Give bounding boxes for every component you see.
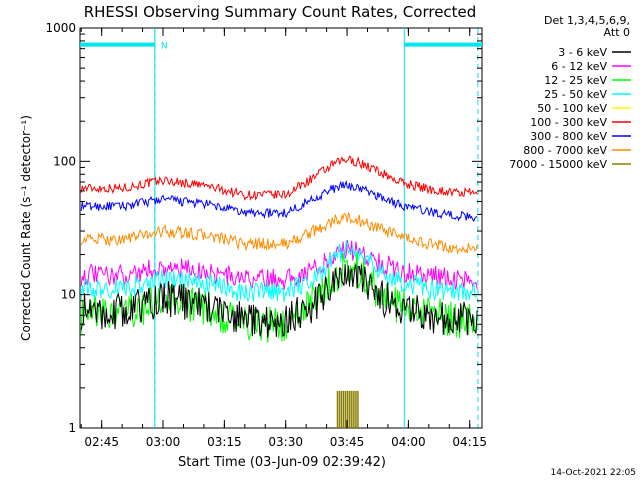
legend-label: 100 - 300 keV — [530, 116, 607, 129]
legend-label: 6 - 12 keV — [551, 60, 607, 73]
y-tick-label: 10 — [61, 288, 76, 302]
series-300-800-kev — [80, 179, 478, 223]
night-marker-label: N — [161, 42, 168, 52]
y-tick-label: 100 — [53, 154, 76, 168]
y-tick-label: 1000 — [45, 21, 76, 35]
y-axis-ticks: 1 10 100 1000 — [45, 21, 482, 435]
plot-frame — [79, 27, 483, 429]
x-tick-label: 04:00 — [391, 435, 426, 449]
series-12-25-kev — [80, 252, 478, 343]
legend-label: 12 - 25 keV — [544, 74, 607, 87]
series-lines — [80, 155, 478, 428]
y-tick-label: 1 — [68, 421, 76, 435]
x-axis-ticks: 02:45 03:00 03:15 03:30 03:45 04:00 04:15 — [80, 28, 487, 449]
legend-label: 3 - 6 keV — [558, 46, 607, 59]
x-tick-label: 04:15 — [452, 435, 487, 449]
legend-label: 800 - 7000 keV — [523, 144, 607, 157]
series-6-12-kev — [80, 239, 478, 291]
series-7000-15000-kev — [336, 390, 359, 428]
series-25-50-kev — [80, 240, 478, 302]
series-800-7000-kev — [80, 212, 478, 255]
x-tick-label: 03:30 — [268, 435, 303, 449]
x-axis-label: Start Time (03-Jun-09 02:39:42) — [178, 455, 386, 470]
legend-header: Att 0 — [604, 26, 630, 39]
legend-header: Det 1,3,4,5,6,9, — [544, 14, 630, 27]
chart-title: RHESSI Observing Summary Count Rates, Co… — [84, 3, 477, 21]
legend-label: 25 - 50 keV — [544, 88, 607, 101]
legend-label: 7000 - 15000 keV — [509, 158, 607, 171]
x-tick-label: 02:45 — [84, 435, 119, 449]
y-axis-label: Corrected Count Rate (s⁻¹ detector⁻¹) — [19, 115, 33, 341]
night-saa-annotations: N — [80, 28, 482, 428]
footer-date: 14-Oct-2021 22:05 — [551, 468, 636, 478]
x-tick-label: 03:45 — [330, 435, 365, 449]
legend-label: 50 - 100 keV — [537, 102, 607, 115]
series-3-6-kev — [80, 264, 478, 338]
x-tick-label: 03:00 — [146, 435, 181, 449]
legend-label: 300 - 800 keV — [530, 130, 607, 143]
x-tick-label: 03:15 — [207, 435, 242, 449]
series-100-300-kev — [80, 155, 478, 201]
